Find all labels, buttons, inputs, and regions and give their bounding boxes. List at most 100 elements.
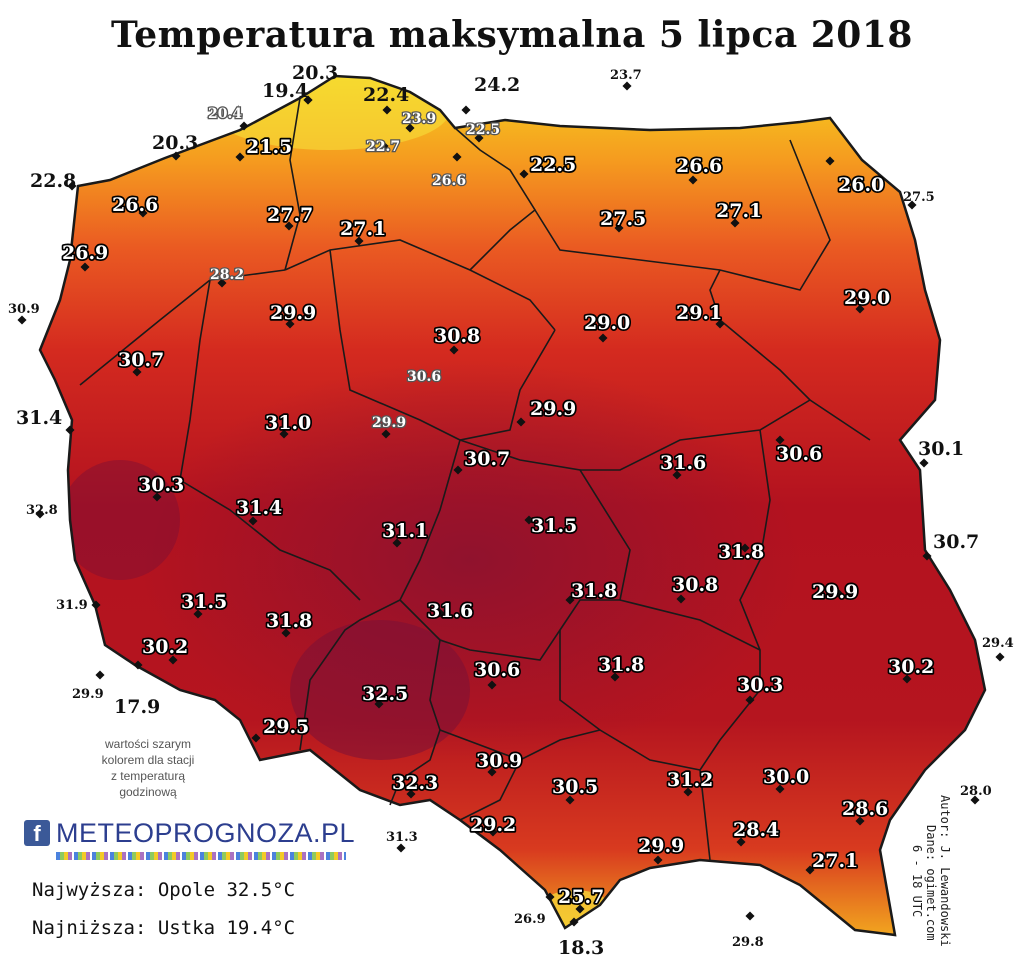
- station-marker: [248, 516, 258, 526]
- station-marker: [67, 181, 77, 191]
- station-marker: [95, 670, 105, 680]
- station-temperature: 24.2: [474, 74, 520, 96]
- station: 28.0: [960, 784, 992, 805]
- station: 27.1: [714, 198, 764, 228]
- station-marker: [406, 789, 416, 799]
- station-temperature: 26.9: [514, 912, 546, 927]
- station-temperature: 32.3: [392, 772, 438, 794]
- station-marker: [855, 816, 865, 826]
- station-temperature: 28.6: [842, 798, 888, 820]
- station-temperature: 30.2: [142, 636, 188, 658]
- station-marker: [138, 208, 148, 218]
- station: 23.9: [401, 110, 437, 133]
- note-line: wartości szarym: [104, 737, 191, 751]
- station-temperature: 29.0: [844, 287, 890, 309]
- station-temperature: 31.8: [598, 654, 644, 676]
- station: 29.1: [674, 300, 725, 329]
- station: 27.5: [903, 190, 935, 210]
- station-marker: [745, 911, 755, 921]
- lowest-temperature: Najniższa: Ustka 19.4°C: [32, 917, 296, 939]
- station: 29.0: [582, 310, 632, 343]
- station: 31.8: [716, 539, 766, 564]
- station-temperature: 29.2: [470, 814, 516, 836]
- station: 31.8: [264, 608, 314, 638]
- station-temperature: 29.9: [530, 398, 576, 420]
- station: 30.8: [670, 572, 720, 604]
- station: 30.7: [453, 446, 512, 475]
- station-marker: [488, 827, 498, 837]
- station: 24.2: [461, 74, 520, 115]
- station-temperature: 30.7: [118, 349, 164, 371]
- station-temperature: 30.7: [933, 531, 979, 553]
- station-temperature: 31.6: [427, 600, 473, 622]
- station-marker: [435, 608, 445, 618]
- station-temperature: 27.5: [600, 208, 646, 230]
- meteoprognoza-logo[interactable]: f METEOPROGNOZA.PL: [24, 818, 355, 862]
- station-marker: [610, 672, 620, 682]
- station: 30.3: [735, 672, 785, 705]
- station: 29.5: [251, 714, 311, 743]
- station-marker: [970, 795, 980, 805]
- station: 26.6: [110, 192, 160, 218]
- station-marker: [565, 795, 575, 805]
- station-temperature: 30.8: [672, 574, 718, 596]
- station-temperature: 29.9: [638, 835, 684, 857]
- station-temperature: 29.5: [263, 716, 309, 738]
- station: 31.5: [524, 513, 579, 539]
- station: 30.6: [406, 368, 443, 387]
- station-temperature: 30.6: [776, 443, 822, 465]
- station-marker: [374, 699, 384, 709]
- station: 26.9: [60, 240, 110, 272]
- station-temperature: 29.9: [372, 415, 406, 431]
- station: 31.5: [179, 589, 229, 619]
- station-marker: [392, 538, 402, 548]
- station: 29.4: [982, 636, 1014, 662]
- station: 30.6: [472, 657, 522, 690]
- station-temperature: 22.8: [30, 170, 76, 192]
- station-temperature: 30.6: [474, 659, 520, 681]
- station: 30.5: [550, 774, 600, 805]
- author-credit: Autor: J. Lewandowski: [938, 795, 952, 947]
- station-marker: [487, 680, 497, 690]
- map-title: Temperatura maksymalna 5 lipca 2018: [111, 14, 913, 56]
- station-marker: [745, 695, 755, 705]
- station-marker: [676, 594, 686, 604]
- station-marker: [487, 767, 497, 777]
- station-marker: [382, 105, 392, 115]
- station: 28.6: [840, 796, 890, 826]
- station-temperature: 31.3: [386, 830, 418, 845]
- station-temperature: 32.8: [26, 503, 58, 518]
- station: 30.7: [922, 531, 979, 561]
- station: 32.8: [26, 503, 58, 519]
- station: 31.6: [425, 598, 475, 623]
- station-marker: [303, 95, 313, 105]
- note-line: godzinową: [119, 785, 177, 799]
- station-marker: [281, 628, 291, 638]
- station-temperature: 20.4: [208, 106, 242, 122]
- station-temperature: 27.5: [903, 190, 935, 205]
- station: 31.8: [565, 578, 619, 605]
- station-marker: [653, 855, 663, 865]
- station-temperature: 22.5: [466, 122, 500, 138]
- station-temperature: 29.1: [676, 302, 722, 324]
- station: 29.2: [468, 812, 518, 837]
- station-temperature: 31.4: [236, 497, 282, 519]
- station: 20.3: [152, 132, 198, 161]
- station-temperature: 28.2: [210, 267, 244, 283]
- station: 30.9: [8, 302, 40, 325]
- station-marker: [833, 588, 843, 598]
- station-temperature: 26.0: [838, 174, 884, 196]
- station-temperature: 20.3: [292, 62, 338, 84]
- station-temperature: 22.7: [366, 139, 400, 155]
- station-temperature: 28.0: [960, 784, 992, 799]
- station: 29.8: [732, 911, 764, 950]
- facebook-icon[interactable]: f: [24, 820, 50, 846]
- station: 30.3: [136, 472, 186, 502]
- station: 31.4: [234, 495, 284, 526]
- data-source-credit: Dane: ogimet.com: [924, 825, 938, 941]
- station: 30.6: [774, 435, 824, 467]
- station-marker: [396, 843, 406, 853]
- station: 30.1: [918, 438, 964, 468]
- station-temperature: 27.1: [812, 850, 858, 872]
